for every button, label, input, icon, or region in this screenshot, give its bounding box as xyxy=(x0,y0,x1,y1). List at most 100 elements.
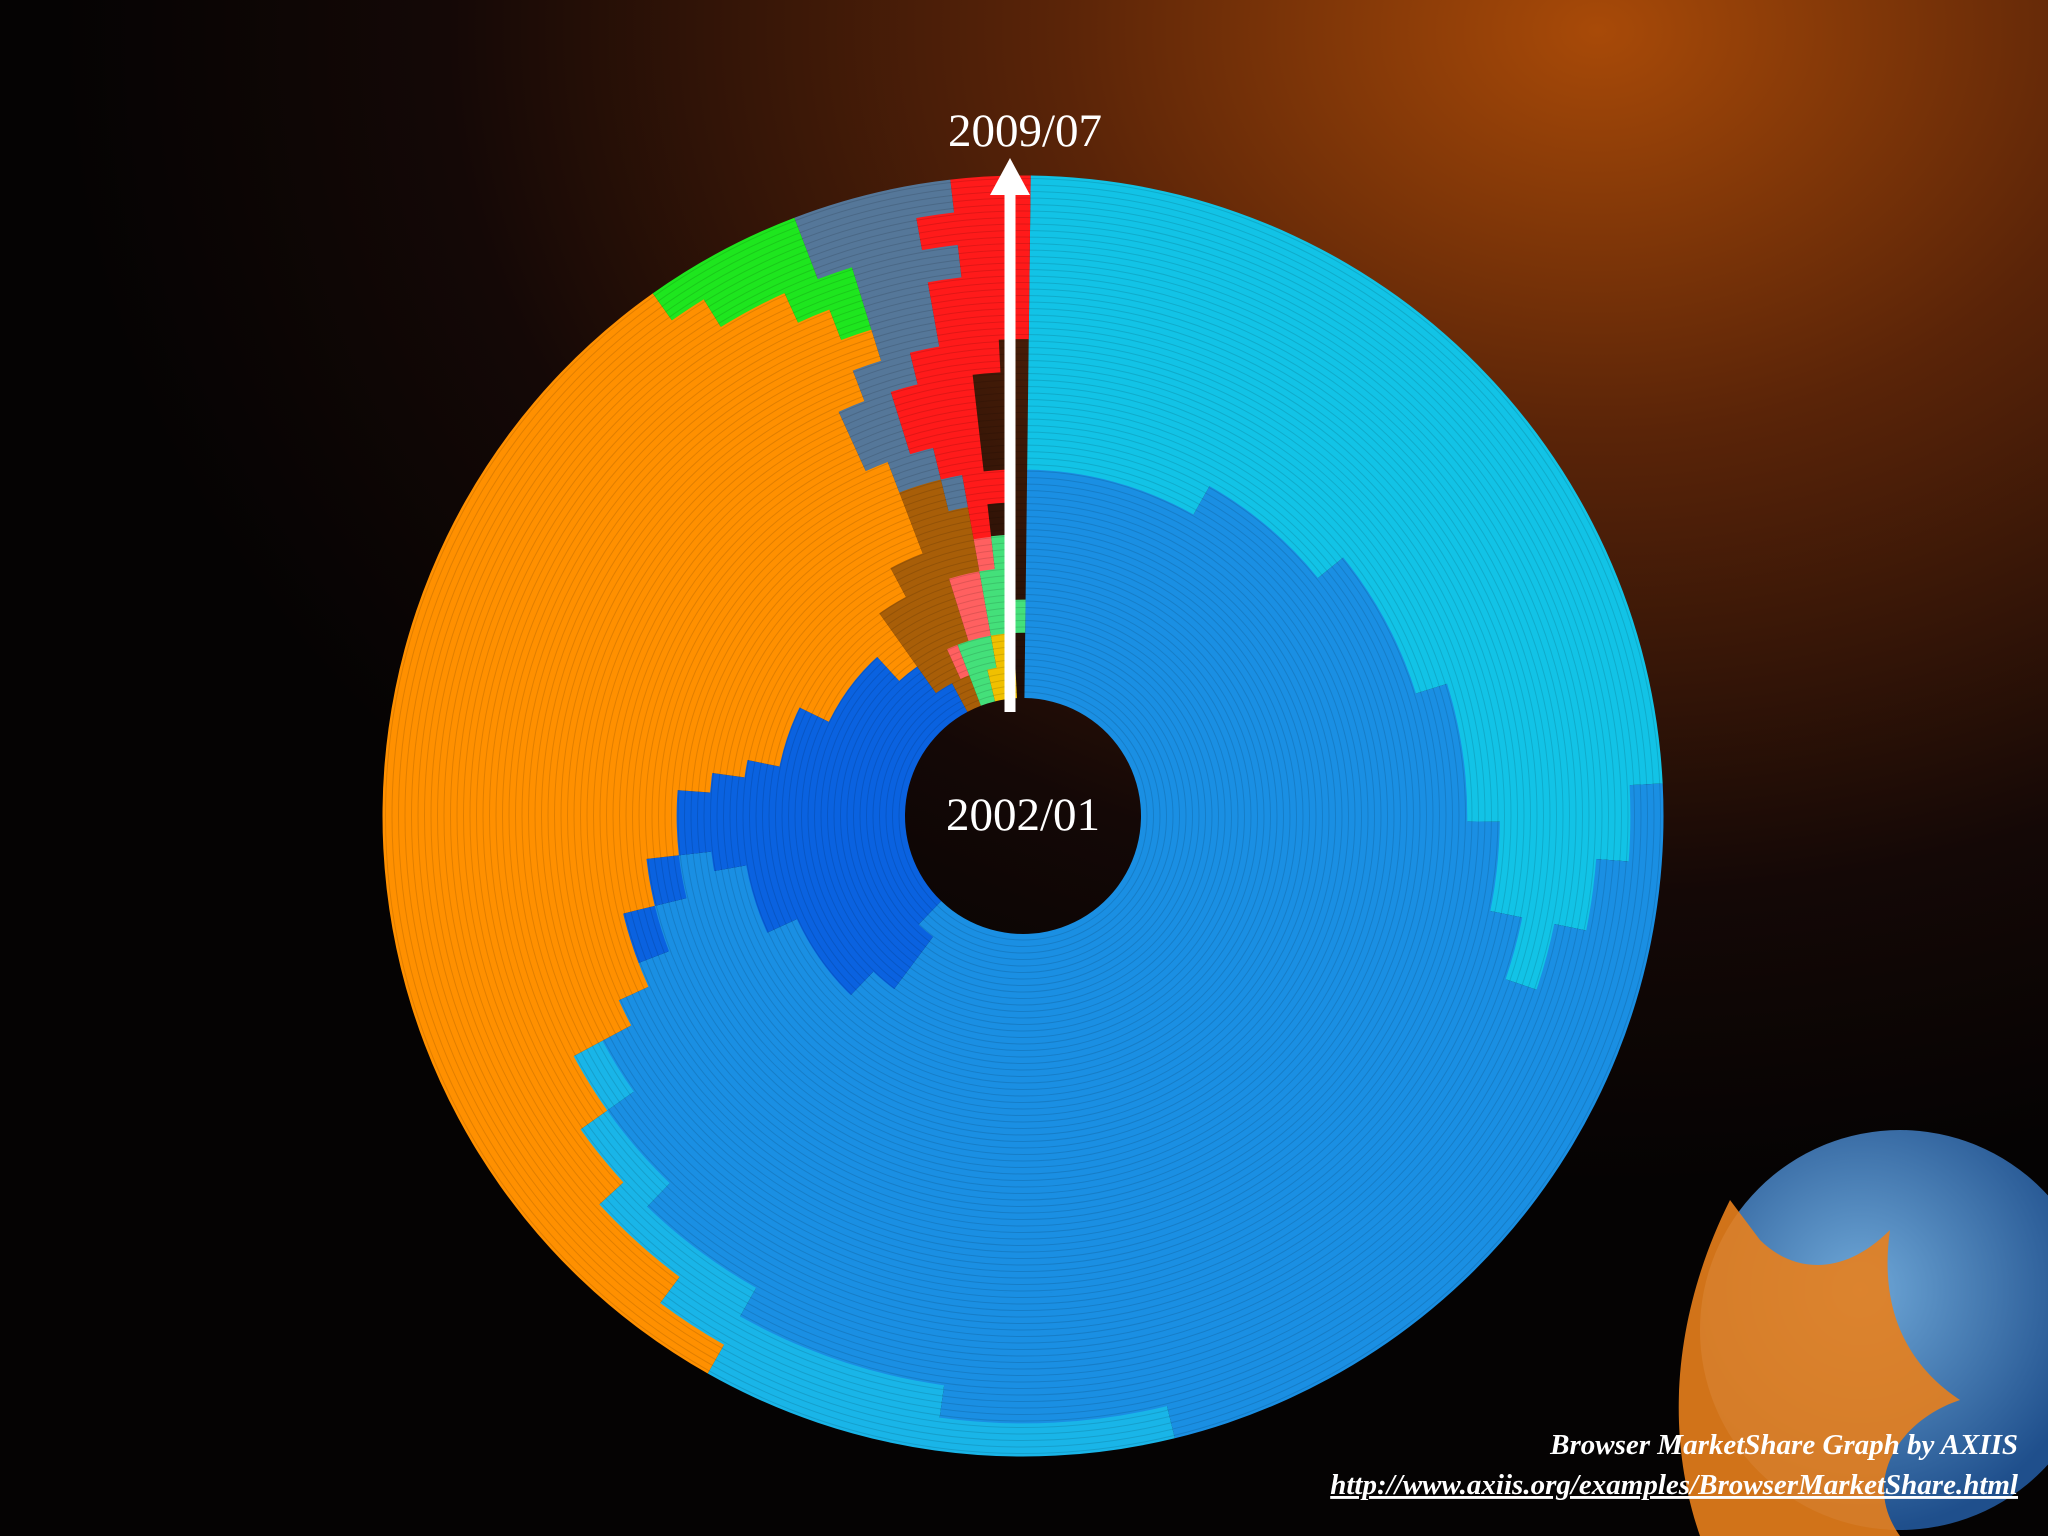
segment xyxy=(711,522,923,778)
groove xyxy=(885,678,1161,954)
groove xyxy=(612,405,1434,1227)
end-label: 2009/07 xyxy=(948,105,1102,157)
segment xyxy=(887,447,941,493)
segment xyxy=(447,292,799,1205)
segment xyxy=(871,313,940,361)
groove xyxy=(684,477,1362,1155)
segment xyxy=(806,656,914,990)
segment xyxy=(897,609,969,667)
groove xyxy=(495,288,1551,1344)
segment xyxy=(784,266,862,323)
segment xyxy=(957,635,997,676)
segment xyxy=(606,910,1523,1327)
groove xyxy=(710,503,1336,1129)
segment xyxy=(969,669,996,706)
segment xyxy=(899,479,949,523)
segment xyxy=(798,612,899,722)
groove xyxy=(482,275,1564,1357)
segment xyxy=(707,1344,1175,1457)
segment xyxy=(927,273,1030,315)
groove xyxy=(664,457,1382,1175)
segment xyxy=(829,297,872,341)
segment xyxy=(852,422,911,472)
segment xyxy=(962,469,1008,508)
groove xyxy=(547,340,1499,1292)
caption: Browser MarketShare Graph by AXIIS xyxy=(1549,1429,2018,1461)
groove xyxy=(515,308,1531,1324)
segment xyxy=(645,855,687,906)
source-link[interactable]: http://www.axiis.org/examples/BrowserMar… xyxy=(1330,1469,2019,1501)
groove xyxy=(560,353,1486,1279)
segment xyxy=(643,461,900,860)
segment xyxy=(916,208,1031,251)
groove xyxy=(677,470,1369,1162)
groove xyxy=(638,431,1408,1201)
segment xyxy=(1027,371,1448,694)
groove xyxy=(437,230,1609,1402)
start-label: 2002/01 xyxy=(946,789,1100,841)
groove xyxy=(651,444,1395,1188)
groove xyxy=(859,652,1187,980)
groove xyxy=(892,685,1154,947)
segment xyxy=(622,905,669,964)
groove xyxy=(768,561,1278,1071)
groove xyxy=(541,334,1505,1298)
segment xyxy=(652,217,807,321)
segment xyxy=(918,664,1175,968)
groove xyxy=(898,691,1148,941)
arrow-head xyxy=(990,158,1030,195)
groove xyxy=(820,613,1226,1019)
groove xyxy=(469,262,1577,1370)
grooves xyxy=(385,178,1661,1454)
segment xyxy=(573,1040,634,1111)
segment xyxy=(382,293,725,1374)
groove xyxy=(606,399,1440,1233)
segment xyxy=(909,339,1001,385)
segment xyxy=(871,682,968,925)
segment xyxy=(890,538,980,597)
segment xyxy=(747,567,906,767)
groove xyxy=(807,600,1239,1032)
groove xyxy=(827,620,1219,1012)
segment xyxy=(646,979,1538,1359)
groove xyxy=(456,249,1590,1383)
groove xyxy=(450,243,1596,1389)
groove xyxy=(814,607,1232,1025)
segment xyxy=(677,491,912,793)
logo-fox xyxy=(1678,1200,1960,1536)
groove xyxy=(508,301,1538,1331)
groove xyxy=(697,490,1349,1142)
groove xyxy=(762,555,1284,1077)
segment xyxy=(838,391,901,442)
arrow xyxy=(990,158,1030,712)
segment xyxy=(893,599,1240,1033)
groove xyxy=(671,464,1375,1168)
segment xyxy=(1166,783,1664,1439)
groove xyxy=(840,633,1206,999)
groove xyxy=(554,347,1492,1285)
groove xyxy=(619,412,1427,1220)
segment xyxy=(876,639,918,681)
segment xyxy=(741,759,797,933)
groove xyxy=(385,178,1661,1454)
segment xyxy=(794,179,955,249)
groove xyxy=(645,438,1401,1194)
groove xyxy=(430,223,1616,1409)
segment xyxy=(850,567,1272,1065)
segment xyxy=(708,772,747,872)
groove xyxy=(567,360,1479,1272)
groove xyxy=(853,646,1193,986)
segment xyxy=(676,790,712,856)
segment xyxy=(638,557,1436,1229)
groove xyxy=(625,418,1421,1214)
segment xyxy=(910,506,974,554)
segment xyxy=(948,570,986,610)
groove xyxy=(729,522,1317,1110)
segment xyxy=(806,217,923,280)
segment xyxy=(839,666,936,964)
groove xyxy=(417,210,1629,1422)
segment xyxy=(916,648,961,694)
groove xyxy=(833,626,1213,1006)
segment xyxy=(415,298,721,1304)
